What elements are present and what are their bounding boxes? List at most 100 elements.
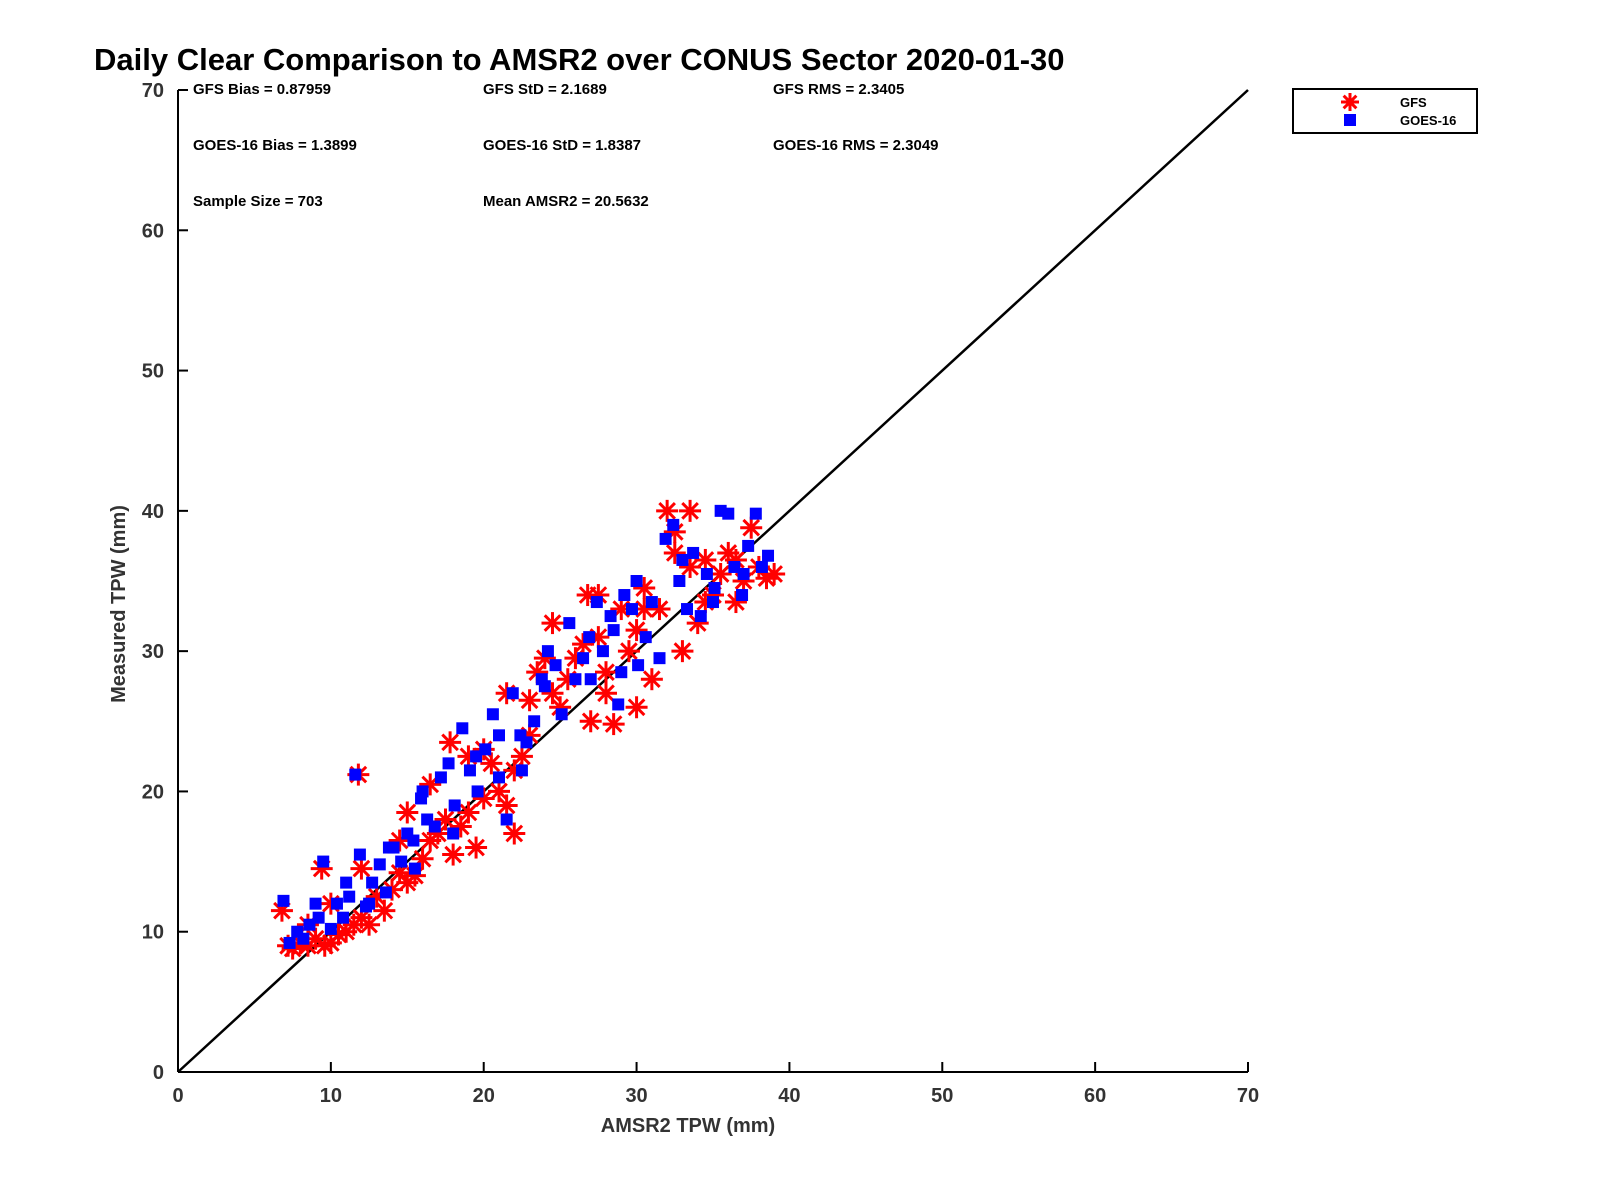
legend-gfs-marker	[1341, 93, 1359, 111]
goes16-point	[479, 743, 492, 756]
goes16-point	[659, 532, 672, 545]
y-tick-label: 60	[142, 220, 164, 242]
gfs-point	[740, 516, 763, 539]
gfs-point	[457, 801, 480, 824]
goes16-point	[506, 687, 519, 700]
stat-label: Sample Size = 703	[193, 193, 323, 210]
goes16-point	[607, 624, 620, 637]
goes16-point	[373, 858, 386, 871]
x-tick-label: 0	[172, 1085, 183, 1107]
goes16-point	[408, 862, 421, 875]
goes16-point	[407, 834, 420, 847]
goes16-point	[700, 567, 713, 580]
gfs-point	[602, 713, 625, 736]
goes16-point	[728, 560, 741, 573]
goes16-point	[283, 936, 296, 949]
series-goes-16	[277, 504, 775, 949]
goes16-point	[676, 553, 689, 566]
gfs-point	[495, 794, 518, 817]
goes16-point	[416, 785, 429, 798]
gfs-point	[625, 696, 648, 719]
goes16-point	[538, 680, 551, 693]
goes16-point	[337, 911, 350, 924]
goes16-point	[349, 768, 362, 781]
gfs-point	[373, 899, 396, 922]
goes16-point	[363, 897, 376, 910]
goes16-point	[330, 897, 343, 910]
x-axis-ticks: 0 10 20 30 40 50 60 70	[172, 1062, 1259, 1107]
gfs-point	[350, 857, 373, 880]
goes16-point	[324, 922, 337, 935]
x-tick-label: 60	[1084, 1085, 1106, 1107]
goes16-point	[343, 890, 356, 903]
x-tick-label: 30	[625, 1085, 647, 1107]
stat-label: GOES-16 StD = 1.8387	[483, 137, 641, 154]
y-axis-ticks: 0 10 20 30 40 50 60 70	[142, 80, 188, 1084]
goes16-point	[653, 652, 666, 665]
legend-box	[1292, 88, 1478, 134]
gfs-point	[396, 801, 419, 824]
goes16-point	[615, 666, 628, 679]
goes16-point	[625, 603, 638, 616]
gfs-point	[656, 499, 679, 522]
gfs-point	[465, 836, 488, 859]
goes16-point	[577, 652, 590, 665]
x-tick-label: 50	[931, 1085, 953, 1107]
goes16-point	[395, 855, 408, 868]
stat-label: GOES-16 Bias = 1.3899	[193, 137, 357, 154]
goes16-point	[471, 785, 484, 798]
legend-entry-label: GFS	[1400, 95, 1427, 110]
gfs-point	[595, 661, 617, 684]
data-points	[270, 499, 786, 960]
goes16-point	[541, 645, 554, 658]
gfs-point	[510, 745, 533, 768]
goes16-point	[353, 848, 366, 861]
goes16-point	[707, 596, 719, 609]
y-tick-label: 50	[142, 361, 164, 383]
goes16-point	[722, 507, 735, 520]
goes16-point	[737, 567, 750, 580]
goes16-point	[563, 617, 576, 630]
stat-label: Mean AMSR2 = 20.5632	[483, 193, 649, 210]
gfs-point	[640, 668, 663, 691]
gfs-point	[503, 822, 526, 845]
goes16-point	[366, 876, 379, 889]
x-axis-label: AMSR2 TPW (mm)	[601, 1115, 775, 1137]
goes16-point	[742, 539, 755, 552]
goes16-point	[493, 771, 505, 784]
goes16-point	[442, 757, 455, 770]
gfs-point	[579, 710, 602, 733]
goes16-point	[555, 708, 568, 721]
goes16-point	[428, 820, 441, 833]
gfs-point	[442, 843, 465, 866]
goes16-point	[493, 729, 505, 742]
x-tick-label: 40	[778, 1085, 800, 1107]
goes16-point	[762, 549, 775, 562]
stat-label: GOES-16 RMS = 2.3049	[773, 137, 939, 154]
goes16-point	[612, 698, 625, 711]
statistics-annotations: GFS Bias = 0.87959 GFS StD = 2.1689 GFS RM…	[193, 81, 939, 210]
goes16-point	[303, 918, 316, 931]
goes16-point	[645, 596, 658, 609]
goes16-point	[632, 659, 645, 672]
stat-label: GFS Bias = 0.87959	[193, 81, 331, 98]
goes16-point	[448, 799, 461, 812]
goes16-point	[528, 715, 541, 728]
y-tick-label: 70	[142, 80, 164, 102]
x-tick-label: 10	[320, 1085, 342, 1107]
gfs-point	[541, 612, 564, 635]
gfs-point	[709, 562, 732, 585]
chart-title: Daily Clear Comparison to AMSR2 over CON…	[94, 42, 1065, 77]
goes16-point	[681, 603, 694, 616]
goes16-point	[340, 876, 353, 889]
goes16-point	[317, 855, 330, 868]
goes16-point	[755, 560, 768, 573]
goes16-point	[604, 610, 617, 623]
goes16-point	[584, 673, 597, 686]
goes16-point	[630, 575, 643, 587]
goes16-point	[297, 932, 310, 945]
goes16-point	[486, 708, 499, 721]
goes16-point	[456, 722, 469, 735]
goes16-point	[312, 911, 325, 924]
